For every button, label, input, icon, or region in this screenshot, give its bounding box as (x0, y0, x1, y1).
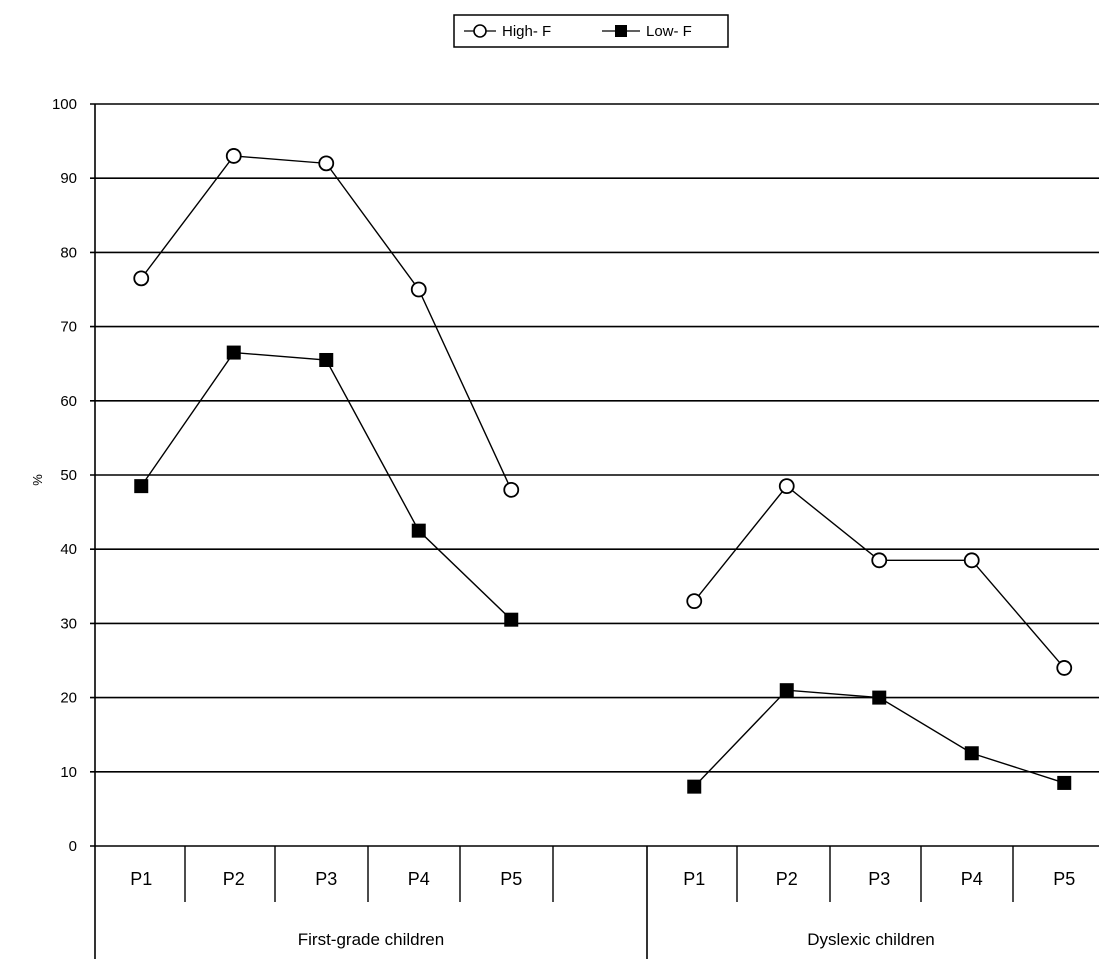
legend-box (453, 14, 729, 48)
y-tick-label-20: 20 (60, 690, 77, 707)
group-label-2: Dyslexic children (807, 930, 935, 949)
series-line-low-f-g1 (140, 351, 512, 621)
legend-label-high-f: High- F (502, 23, 551, 40)
point-low-f-g1-p3 (319, 352, 334, 367)
point-high-f-g1-p4 (410, 281, 427, 298)
point-low-f-g1-p1 (134, 479, 149, 494)
point-high-f-g2-p2 (778, 478, 795, 495)
point-high-f-g1-p2 (225, 148, 242, 164)
point-high-f-g1-p1 (133, 270, 150, 287)
point-low-f-g2-p3 (872, 690, 887, 705)
category-label-g2-p3: P3 (868, 869, 890, 889)
category-label-g1-p5: P5 (500, 869, 522, 889)
y-tick-label-10: 10 (60, 764, 77, 781)
point-high-f-g2-p3 (871, 552, 888, 569)
point-high-f-g2-p5 (1056, 660, 1073, 676)
legend-high-marker (473, 24, 487, 38)
point-low-f-g2-p1 (687, 779, 702, 794)
point-high-f-g2-p4 (963, 552, 980, 569)
series-layer (133, 148, 1073, 794)
legend: High- F Low- F (453, 14, 729, 48)
point-high-f-g2-p1 (686, 593, 703, 610)
series-line-high-f-g1 (140, 155, 512, 491)
axis-layer (94, 104, 1014, 959)
point-low-f-g2-p2 (779, 683, 794, 698)
y-axis-label: % (30, 474, 45, 486)
point-high-f-g1-p3 (318, 155, 335, 172)
category-label-g1-p2: P2 (223, 869, 245, 889)
y-tick-label-60: 60 (60, 393, 77, 410)
y-tick-label-50: 50 (60, 467, 77, 484)
legend-label-low-f: Low- F (646, 23, 692, 40)
y-tick-label-100: 100 (52, 96, 77, 113)
point-low-f-g2-p5 (1057, 775, 1072, 790)
y-tick-label-70: 70 (60, 319, 77, 336)
series-line-high-f-g2 (693, 485, 1065, 669)
y-tick-label-90: 90 (60, 170, 77, 187)
category-label-g2-p2: P2 (776, 869, 798, 889)
category-label-g2-p5: P5 (1053, 869, 1075, 889)
point-low-f-g1-p5 (504, 612, 519, 627)
category-label-g1-p1: P1 (130, 869, 152, 889)
category-label-g2-p4: P4 (961, 869, 983, 889)
y-tick-label-80: 80 (60, 244, 77, 261)
point-high-f-g1-p5 (503, 481, 520, 498)
group-label-1: First-grade children (298, 930, 444, 949)
y-tick-label-40: 40 (60, 541, 77, 558)
category-label-g1-p3: P3 (315, 869, 337, 889)
grid-layer (90, 103, 1099, 847)
y-tick-label-30: 30 (60, 615, 77, 632)
point-low-f-g2-p4 (964, 746, 979, 761)
label-layer: 0 10 20 30 40 50 60 70 80 90 100% P1 P2 P3 P4 P5 First-g… (30, 96, 1075, 949)
point-low-f-g1-p2 (226, 345, 241, 360)
point-low-f-g1-p4 (411, 523, 426, 538)
y-tick-label-0: 0 (69, 838, 77, 855)
category-label-g2-p1: P1 (683, 869, 705, 889)
legend-low-marker (615, 25, 627, 37)
category-label-g1-p4: P4 (408, 869, 430, 889)
